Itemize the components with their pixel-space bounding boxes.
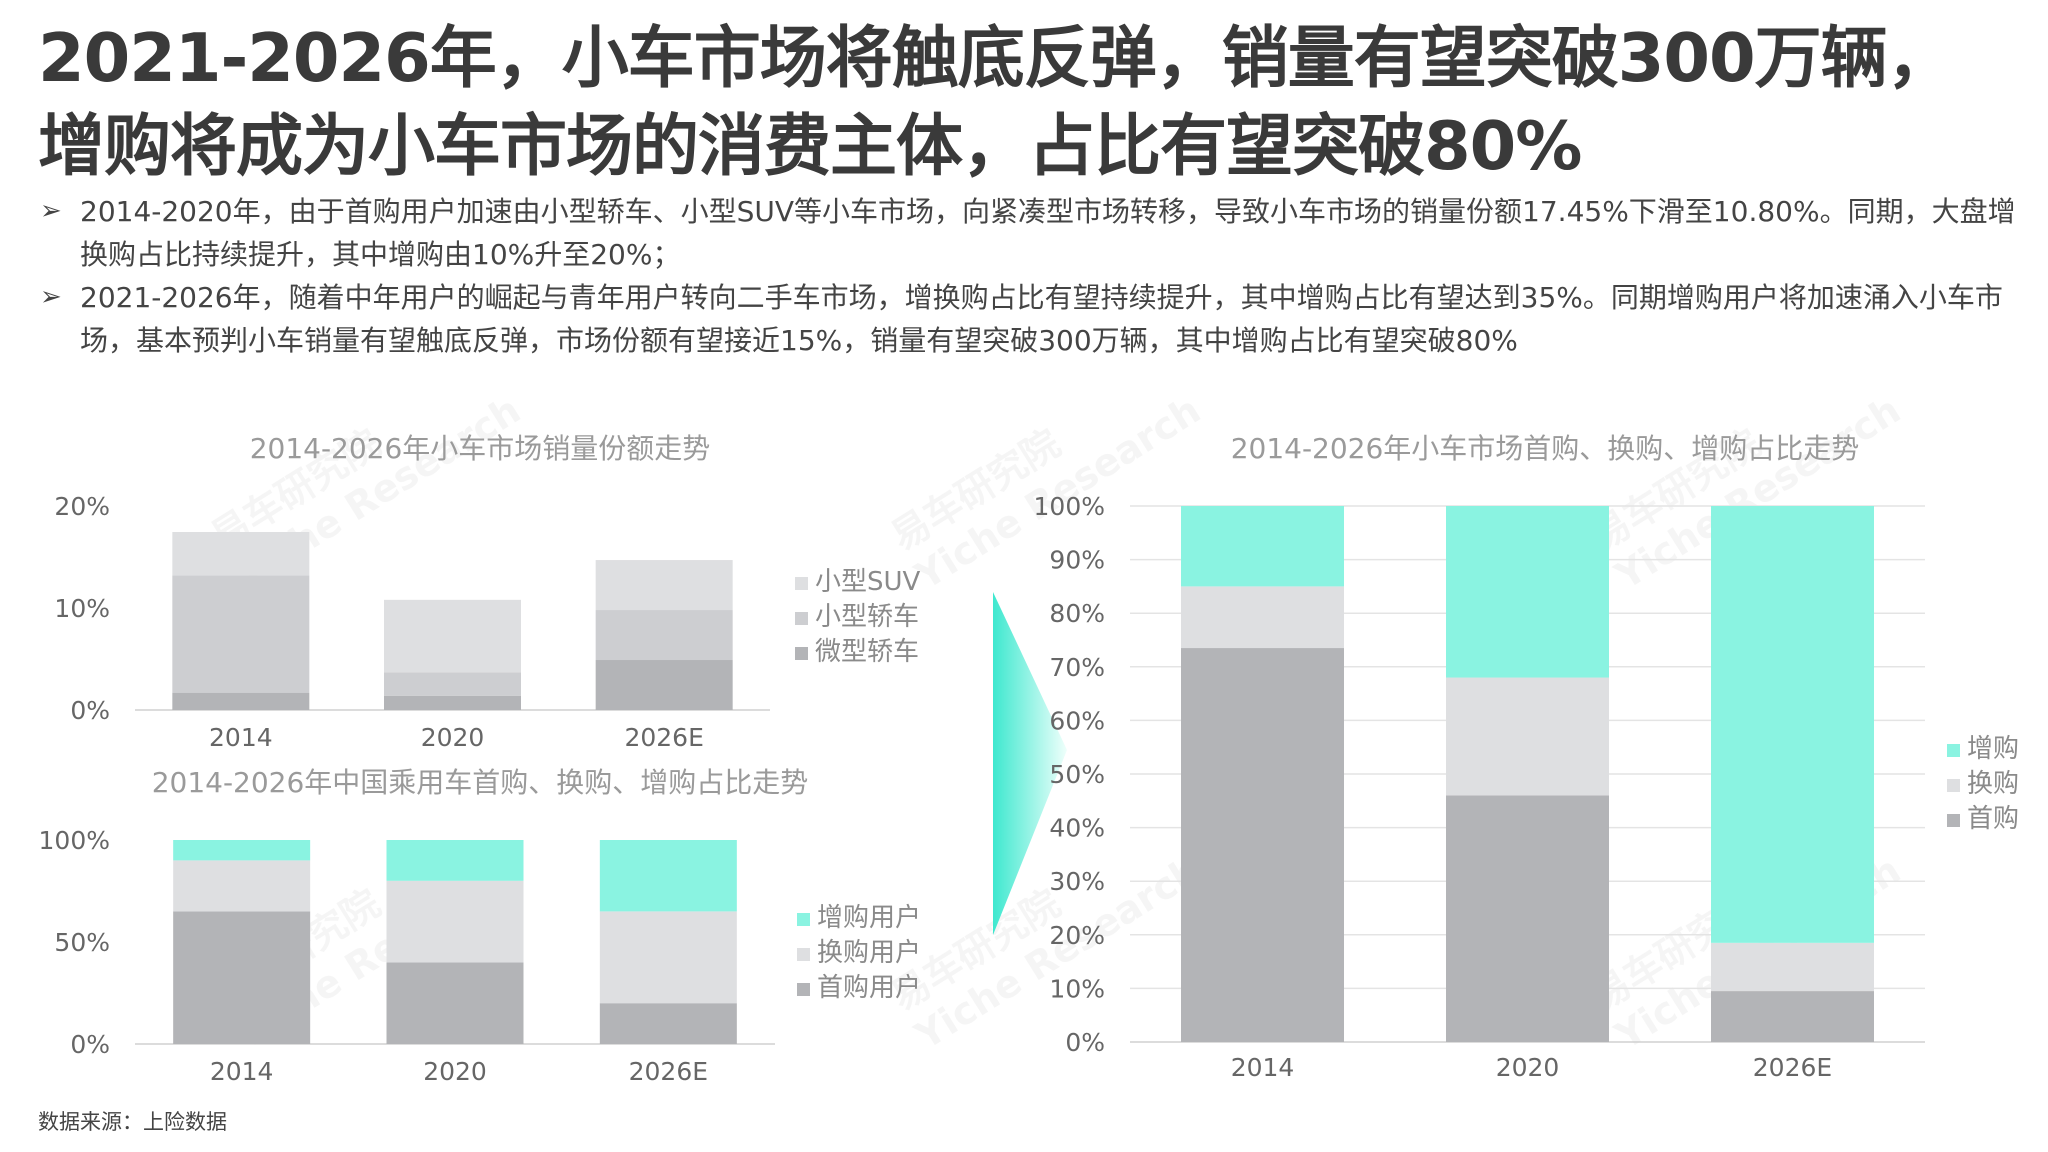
bar-segment (386, 962, 524, 1044)
x-tick-label: 2020 (421, 723, 485, 752)
bar-segment (1711, 942, 1874, 992)
legend-label: 换购 (1967, 769, 2019, 799)
data-source: 数据来源：上险数据 (38, 1110, 227, 1134)
x-tick-label: 2026E (629, 1057, 708, 1086)
legend-label: 换购用户 (817, 938, 921, 968)
x-tick-label: 2026E (624, 723, 703, 752)
y-tick-label: 20% (1049, 921, 1105, 950)
x-tick-label: 2014 (210, 1057, 274, 1086)
y-tick-label: 10% (54, 594, 110, 623)
bar-segment (384, 599, 521, 673)
legend-swatch (795, 612, 808, 625)
legend-label: 增购用户 (817, 903, 921, 933)
legend-label: 首购用户 (817, 973, 921, 1003)
bar-segment (595, 610, 733, 661)
bar-segment (172, 692, 310, 710)
bar-segment (599, 1003, 737, 1044)
bullet-item: ➢ 2021-2026年，随着中年用户的崛起与青年用户转向二手车市场，增换购占比… (38, 276, 2028, 362)
legend-label: 小型SUV (815, 567, 921, 597)
y-tick-label: 0% (1065, 1028, 1105, 1057)
arrow-bullet-icon: ➢ (40, 196, 62, 226)
y-tick-label: 50% (54, 928, 110, 957)
bar-segment (172, 575, 310, 693)
y-tick-label: 60% (1049, 706, 1105, 735)
y-tick-label: 10% (1049, 974, 1105, 1003)
bullet-text: 2014-2020年，由于首购用户加速由小型轿车、小型SUV等小车市场，向紧凑型… (80, 195, 2016, 271)
bullet-item: ➢ 2014-2020年，由于首购用户加速由小型轿车、小型SUV等小车市场，向紧… (38, 190, 2028, 276)
bar-segment (1181, 648, 1344, 1042)
legend-swatch (797, 913, 810, 926)
chart-title: 2014-2026年小车市场销量份额走势 (250, 432, 711, 465)
bar-segment (1711, 991, 1874, 1042)
legend-swatch (795, 577, 808, 590)
bar-segment (173, 911, 311, 1044)
y-tick-label: 20% (54, 492, 110, 521)
bar-segment (1446, 795, 1609, 1042)
y-tick-label: 100% (1034, 492, 1105, 521)
page-title-line1: 2021-2026年，小车市场将触底反弹，销量有望突破300万辆， (38, 19, 1954, 97)
y-tick-label: 0% (70, 696, 110, 725)
legend-label: 增购 (1967, 734, 2019, 764)
bar-segment (595, 660, 733, 710)
legend-swatch (1947, 744, 1960, 757)
y-tick-label: 50% (1049, 760, 1105, 789)
bullet-list: ➢ 2014-2020年，由于首购用户加速由小型轿车、小型SUV等小车市场，向紧… (38, 190, 2028, 362)
legend-swatch (797, 983, 810, 996)
page-title: 2021-2026年，小车市场将触底反弹，销量有望突破300万辆， 增购将成为小… (38, 14, 2038, 190)
bar-segment (1446, 506, 1609, 678)
x-tick-label: 2014 (209, 723, 273, 752)
y-tick-label: 30% (1049, 867, 1105, 896)
x-tick-label: 2014 (1231, 1053, 1295, 1082)
bullet-text: 2021-2026年，随着中年用户的崛起与青年用户转向二手车市场，增换购占比有望… (80, 281, 2003, 357)
bar-segment (172, 532, 310, 576)
legend-swatch (797, 948, 810, 961)
legend-swatch (795, 647, 808, 660)
legend-label: 小型轿车 (815, 602, 919, 632)
y-tick-label: 0% (70, 1030, 110, 1059)
x-tick-label: 2020 (423, 1057, 487, 1086)
page-title-line2: 增购将成为小车市场的消费主体，占比有望突破80% (38, 107, 1582, 185)
legend-label: 首购 (1967, 804, 2019, 834)
bar-segment (386, 840, 524, 881)
bar-segment (599, 840, 737, 912)
y-tick-label: 80% (1049, 599, 1105, 628)
arrow-bullet-icon: ➢ (40, 282, 62, 312)
bar-segment (599, 911, 737, 1004)
y-tick-label: 70% (1049, 653, 1105, 682)
bar-segment (1181, 586, 1344, 649)
x-tick-label: 2020 (1496, 1053, 1560, 1082)
flow-arrow-icon (993, 592, 1067, 935)
legend-swatch (1947, 814, 1960, 827)
bar-segment (384, 672, 521, 696)
chart-title: 2014-2026年小车市场首购、换购、增购占比走势 (1231, 432, 1860, 465)
bar-segment (173, 840, 311, 861)
bar-segment (595, 560, 733, 611)
y-tick-label: 90% (1049, 546, 1105, 575)
bar-segment (1181, 506, 1344, 587)
y-tick-label: 100% (39, 826, 110, 855)
bar-segment (384, 695, 521, 710)
bar-segment (386, 880, 524, 963)
bar-segment (1711, 506, 1874, 943)
bar-segment (1446, 677, 1609, 796)
x-tick-label: 2026E (1753, 1053, 1832, 1082)
chart-title: 2014-2026年中国乘用车首购、换购、增购占比走势 (152, 766, 809, 799)
y-tick-label: 40% (1049, 814, 1105, 843)
legend-swatch (1947, 779, 1960, 792)
legend-label: 微型轿车 (815, 637, 919, 667)
bar-segment (173, 860, 311, 912)
